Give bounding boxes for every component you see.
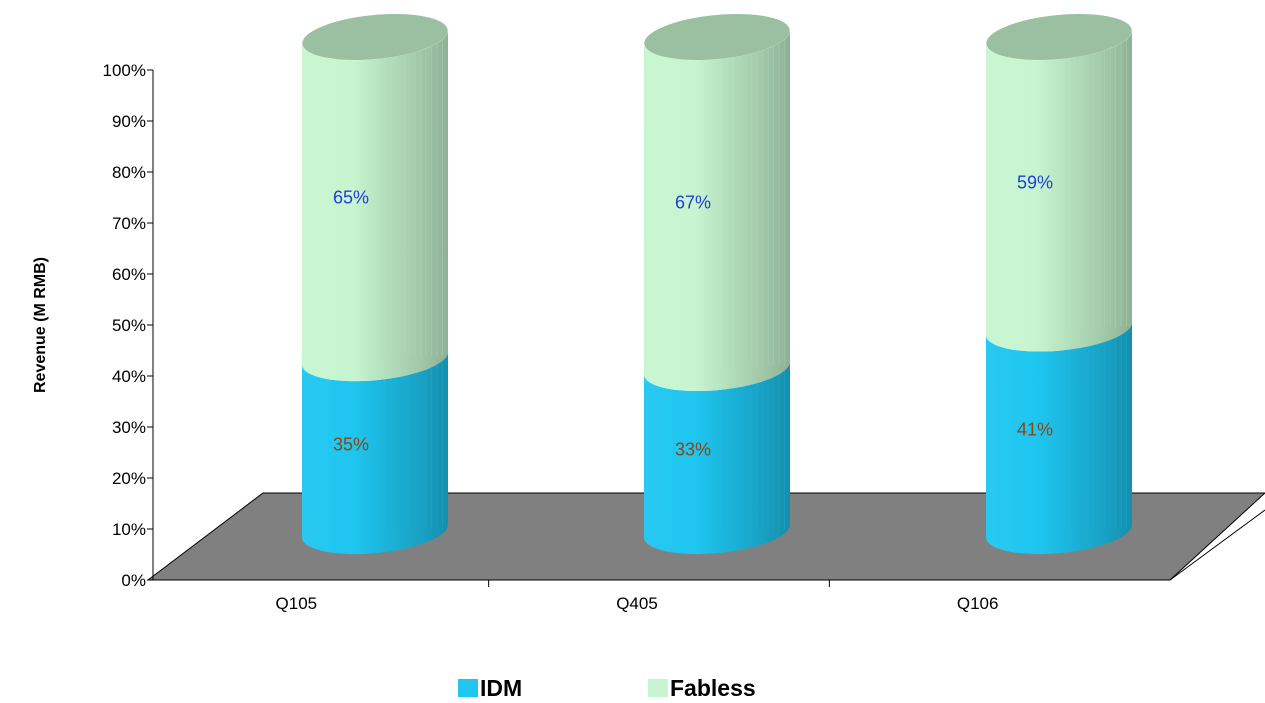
y-tick-label: 100% bbox=[103, 61, 146, 80]
y-tick-label: 40% bbox=[112, 367, 146, 386]
y-tick-label: 70% bbox=[112, 214, 146, 233]
y-tick-label: 20% bbox=[112, 469, 146, 488]
data-label: 65% bbox=[333, 188, 369, 208]
bar-group bbox=[644, 14, 791, 555]
y-tick-label: 60% bbox=[112, 265, 146, 284]
bar-segment bbox=[986, 30, 1133, 352]
y-tick-label: 50% bbox=[112, 316, 146, 335]
legend-label: Fabless bbox=[670, 675, 756, 701]
legend-swatch bbox=[648, 679, 668, 697]
x-tick-label: Q105 bbox=[276, 594, 318, 613]
y-tick-label: 90% bbox=[112, 112, 146, 131]
y-tick-label: 0% bbox=[121, 571, 146, 590]
data-label: 59% bbox=[1017, 173, 1053, 193]
data-label: 41% bbox=[1017, 420, 1053, 440]
bar-top-cap bbox=[986, 14, 1132, 60]
y-axis-title: Revenue (M RMB) bbox=[32, 257, 49, 393]
x-tick-label: Q405 bbox=[616, 594, 658, 613]
data-label: 33% bbox=[675, 439, 711, 459]
x-tick-label: Q106 bbox=[957, 594, 999, 613]
bar-group bbox=[302, 14, 449, 555]
bar-top-cap bbox=[644, 14, 790, 60]
bar-group bbox=[986, 14, 1133, 555]
bar-segment bbox=[644, 360, 791, 555]
y-tick-label: 80% bbox=[112, 163, 146, 182]
legend-label: IDM bbox=[480, 675, 522, 701]
floor-edge bbox=[1169, 509, 1265, 581]
legend-swatch bbox=[458, 679, 478, 697]
data-label: 67% bbox=[675, 192, 711, 212]
bar-segment bbox=[302, 351, 449, 555]
y-tick-label: 30% bbox=[112, 418, 146, 437]
y-tick-label: 10% bbox=[112, 520, 146, 539]
bar-segment bbox=[986, 321, 1133, 555]
bar-segment bbox=[644, 30, 791, 392]
bar-segment bbox=[302, 30, 449, 382]
data-label: 35% bbox=[333, 435, 369, 455]
bar-top-cap bbox=[302, 14, 448, 60]
